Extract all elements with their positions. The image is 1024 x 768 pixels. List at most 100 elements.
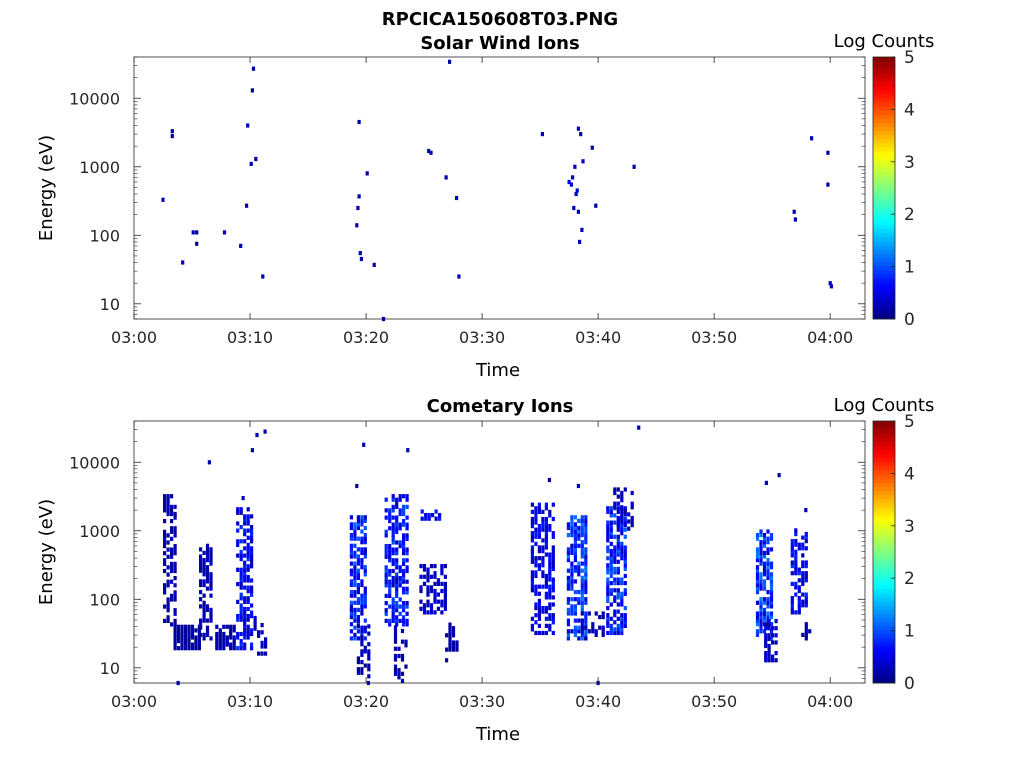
heatmap-cell [249,161,253,166]
heatmap-cell [388,558,392,563]
heatmap-cell [362,442,366,447]
heatmap-cell [790,539,794,544]
heatmap-cell [613,513,617,518]
heatmap-cell [573,625,577,630]
heatmap-cell [163,618,167,623]
heatmap-cell [767,654,771,659]
x-tick-label: 03:30 [459,692,505,711]
heatmap-cell [163,529,167,534]
heatmap-cell [429,150,433,155]
heatmap-cell [197,628,201,633]
heatmap-cell [759,529,763,534]
heatmap-cell [429,606,434,611]
heatmap-cell [766,540,770,545]
colorbar-frame [872,56,896,320]
heatmap-cell [623,616,627,621]
heatmap-cell [250,539,254,544]
heatmap-cell [609,616,613,621]
heatmap-cell [573,533,577,538]
heatmap-cell [243,631,247,637]
heatmap-cell [166,554,170,559]
heatmap-cell [199,554,203,559]
heatmap-cell [356,205,360,211]
heatmap-cell [762,618,767,623]
heatmap-cell [250,585,254,590]
heatmap-cell [163,583,167,588]
heatmap-cell [391,576,395,581]
heatmap-cell [363,604,367,609]
heatmap-cell [580,515,584,520]
colorbar-segment [873,650,895,655]
heatmap-cell [398,565,402,570]
heatmap-cell [804,596,808,601]
colorbar-segment [873,102,895,107]
heatmap-cell [755,600,760,605]
heatmap-cell [173,561,177,566]
heatmap-cell [530,534,534,539]
heatmap-cell [424,516,428,521]
heatmap-cell [250,546,254,551]
heatmap-cell [573,590,577,595]
heatmap-cell [353,543,357,548]
heatmap-cell [609,531,613,536]
heatmap-cell [388,519,392,524]
heatmap-cell [623,623,627,628]
heatmap-cell [587,611,591,616]
heatmap-cell [609,556,613,561]
heatmap-cell [606,524,610,529]
heatmap-cell [427,513,431,518]
colorbar-segment [873,564,895,569]
heatmap-cell [253,619,257,624]
heatmap-cell [402,604,406,609]
colorbar-segment [873,73,895,78]
heatmap-cell [759,629,763,634]
colorbar-segment [873,617,895,622]
heatmap-cell [170,579,174,584]
heatmap-cell [405,586,409,591]
heatmap-cell [173,622,177,627]
heatmap-cell [356,515,360,520]
heatmap-cell [426,592,430,597]
heatmap-cell [794,539,798,544]
heatmap-cell [419,574,423,579]
heatmap-cell [166,579,170,584]
heatmap-cell [566,597,570,602]
colorbar-segment [873,678,895,684]
heatmap-cell [426,588,430,594]
heatmap-cell [443,564,447,569]
heatmap-cell [209,582,213,588]
heatmap-cell [790,599,794,604]
heatmap-cell [166,547,170,552]
heatmap-cell [170,129,174,134]
heatmap-cell [218,628,222,633]
heatmap-cell [534,570,538,575]
heatmap-cell [357,194,361,199]
heatmap-cell [181,260,185,265]
heatmap-cell [530,545,534,550]
heatmap-cell [173,611,177,616]
colorbar-segment [873,658,895,663]
heatmap-cell [573,543,577,548]
heatmap-cell [391,618,395,623]
y-tick-label: 10000 [69,89,120,108]
heatmap-cell [173,547,177,552]
heatmap-cell [260,640,264,645]
heatmap-cell [173,511,177,517]
heatmap-cell [620,595,624,600]
heatmap-cell [173,544,177,549]
heatmap-cell [777,473,781,478]
colorbar-tick-label: 4 [904,100,915,120]
heatmap-cell [548,584,552,589]
heatmap-cell [222,631,226,637]
heatmap-cell [530,516,534,522]
heatmap-cell [630,523,634,528]
heatmap-cell [566,629,570,634]
heatmap-cell [769,536,774,541]
heatmap-cell [243,635,247,640]
heatmap-cell [420,516,424,521]
heatmap-cell [173,642,177,647]
heatmap-cell [395,515,399,520]
heatmap-cell [419,606,423,611]
heatmap-cell [419,588,423,594]
heatmap-cell [810,136,814,141]
